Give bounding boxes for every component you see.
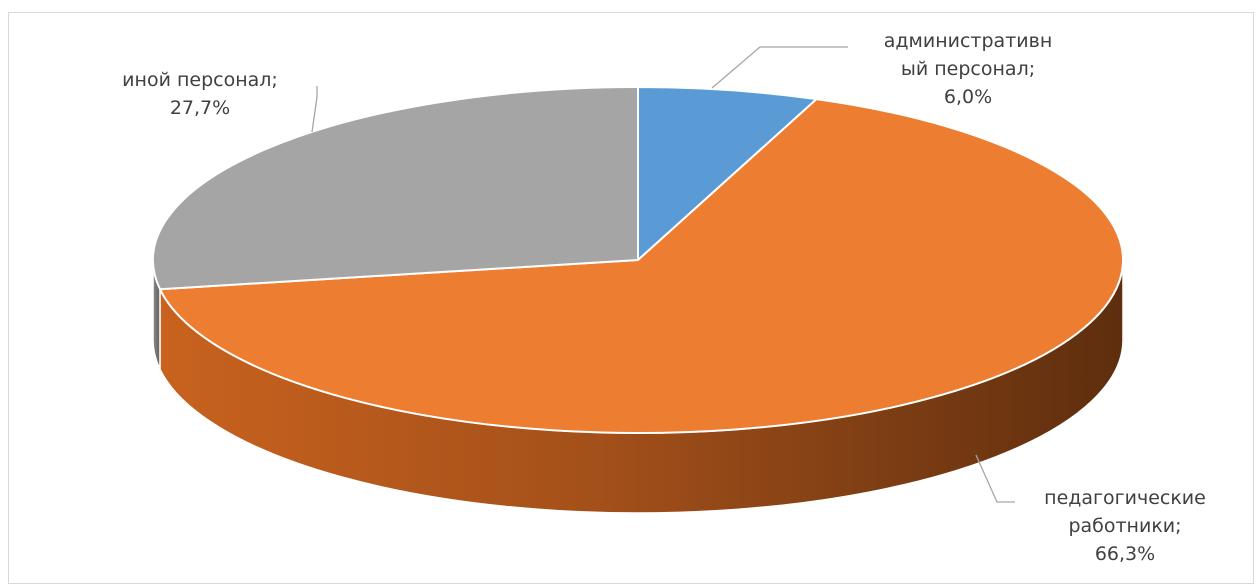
data-label-1-line-0: педагогические	[1044, 487, 1206, 509]
data-label-0: административн ый персонал; 6,0%	[884, 30, 1053, 108]
data-label-1-line-2: 66,3%	[1095, 543, 1155, 565]
data-label-1: педагогические работники; 66,3%	[1044, 487, 1206, 565]
leader-line-2	[311, 86, 318, 133]
data-label-2: иной персонал; 27,7%	[122, 69, 278, 119]
data-label-0-line-1: ый персонал;	[901, 58, 1035, 80]
leader-line-1	[975, 454, 1015, 503]
data-label-1-line-1: работники;	[1068, 515, 1181, 537]
pie-slice-0[interactable]	[637, 86, 818, 261]
data-label-2-line-1: 27,7%	[170, 97, 230, 119]
pie-slice-1[interactable]	[158, 98, 1124, 434]
data-label-2-line-0: иной персонал;	[122, 69, 278, 91]
data-label-0-line-0: административн	[884, 30, 1053, 52]
leader-line-0	[711, 46, 848, 89]
data-label-0-line-2: 6,0%	[944, 86, 992, 108]
pie-slice-2[interactable]	[152, 86, 639, 291]
